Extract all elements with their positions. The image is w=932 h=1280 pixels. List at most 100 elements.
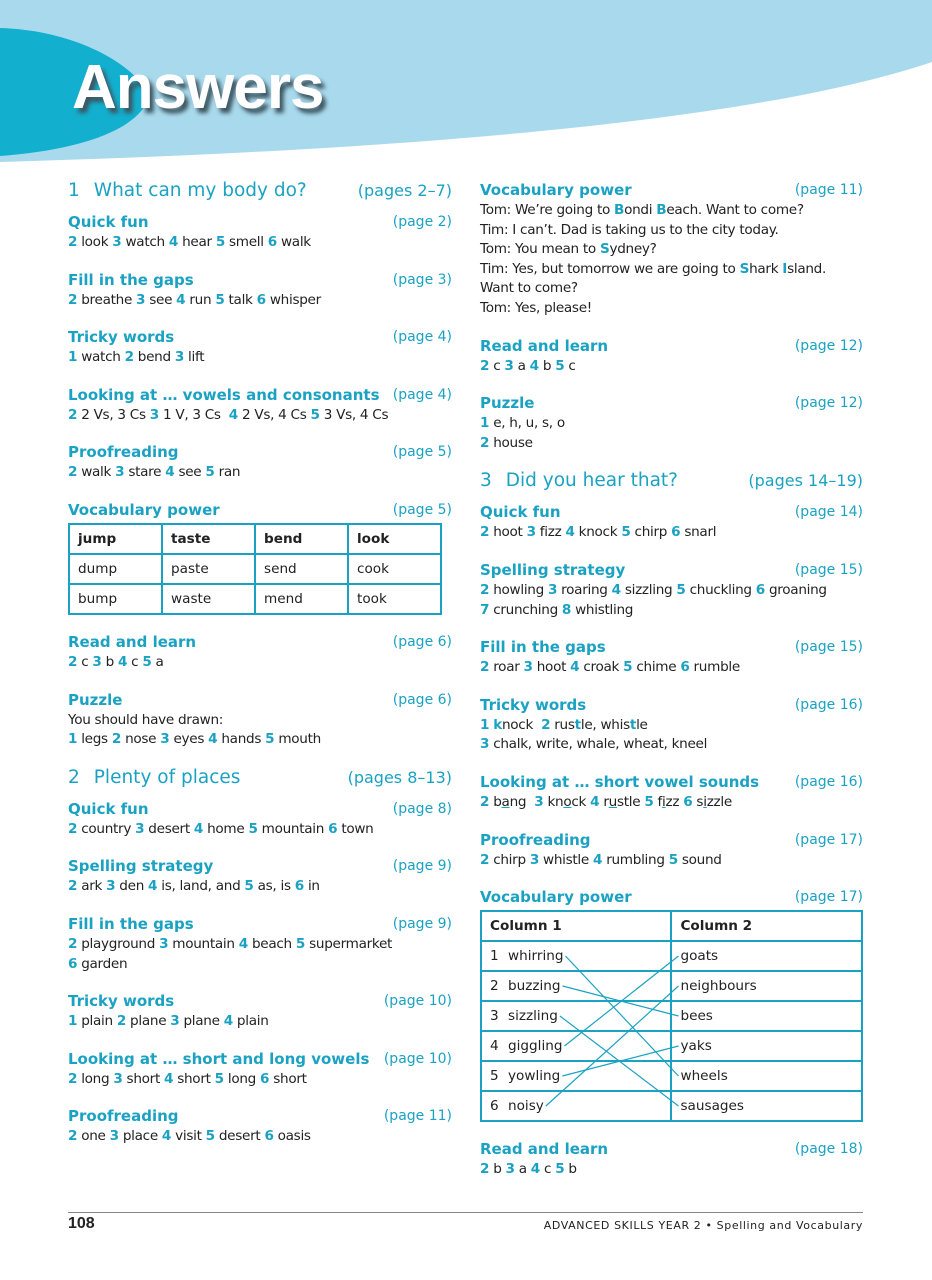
- answer-number: 5: [623, 659, 633, 676]
- table-cell: send: [254, 552, 349, 585]
- answer-text: eyes: [169, 731, 209, 748]
- section-page-ref: (page 5): [392, 444, 452, 461]
- section-heading: Quick fun (page 2): [68, 212, 452, 233]
- section-title: Read and learn: [68, 632, 197, 651]
- table-row: jump taste bend look: [68, 522, 442, 555]
- table-row: dump paste send cook: [68, 552, 442, 585]
- answer-text: 2 Vs, 3 Cs: [77, 406, 150, 423]
- answer-text: f: [653, 793, 663, 810]
- answer-text: Tom: Yes, please!: [480, 299, 592, 316]
- section-heading: Looking at … short vowel sounds (page 16): [480, 772, 863, 793]
- answer-text: bend: [133, 349, 175, 366]
- answer-number: 2: [68, 1128, 78, 1145]
- highlighted-letter: t: [629, 716, 637, 733]
- answer-text: groaning: [764, 581, 827, 598]
- answer-text: rumble: [689, 659, 741, 676]
- answer-line: 2 b 3 a 4 c 5 b: [480, 1160, 863, 1180]
- answer-text: ran: [214, 464, 241, 481]
- section-title: Vocabulary power: [68, 500, 220, 519]
- answer-number: 5: [555, 357, 565, 374]
- section-heading: Spelling strategy (page 15): [480, 560, 863, 581]
- answer-text: b: [538, 357, 556, 374]
- answer-number: 4: [590, 793, 600, 810]
- answer-text: plane: [179, 1013, 224, 1030]
- answer-number: 3: [480, 736, 490, 753]
- answer-text: chuckling: [685, 581, 756, 598]
- answer-number: 5: [215, 291, 225, 308]
- highlighted-letter: B: [614, 202, 625, 218]
- answer-line: 2 country 3 desert 4 home 5 mountain 6 t…: [68, 820, 452, 840]
- answer-text: lift: [184, 349, 205, 366]
- answer-text: visit: [171, 1128, 206, 1145]
- answer-text: supermarket: [305, 935, 393, 952]
- answer-text: chirp: [630, 524, 672, 541]
- section-title: Vocabulary power: [480, 181, 632, 199]
- answer-section: Looking at … short and long vowels (page …: [68, 1049, 452, 1090]
- answer-number: 3: [149, 406, 159, 423]
- section-heading: Fill in the gaps (page 15): [480, 637, 863, 658]
- answer-line: 2 breathe 3 see 4 run 5 talk 6 whisper: [68, 291, 452, 311]
- answer-text: c: [127, 653, 143, 670]
- answer-section: Read and learn (page 12) 2 c 3 a 4 b 5 c: [480, 336, 863, 377]
- item-number: 1: [490, 948, 499, 965]
- answer-line: 1 plain 2 plane 3 plane 4 plain: [68, 1012, 452, 1032]
- column-header: Column 2: [670, 910, 863, 943]
- answer-line: 2 look 3 watch 4 hear 5 smell 6 walk: [68, 233, 452, 253]
- section-page-ref: (page 12): [794, 337, 863, 354]
- answer-text: c: [564, 357, 576, 374]
- answer-number: 4: [238, 935, 248, 952]
- answer-line: 3 chalk, write, whale, wheat, kneel: [480, 735, 863, 755]
- answer-section: Proofreading (page 11) 2 one 3 place 4 vis…: [68, 1106, 452, 1147]
- answer-text: den: [115, 878, 149, 895]
- page-title: Answers: [72, 53, 324, 122]
- answer-text: town: [337, 820, 374, 837]
- section-title: Looking at … short and long vowels: [68, 1049, 370, 1068]
- answer-text: sound: [677, 851, 722, 868]
- answer-text: a: [514, 1161, 531, 1178]
- book-title: ADVANCED SKILLS YEAR 2 • Spelling and Vo…: [543, 1219, 863, 1232]
- answer-number: 5: [265, 731, 275, 748]
- answer-line: You should have drawn:: [68, 711, 452, 731]
- section-page-ref: (page 14): [794, 504, 863, 521]
- table-row: bump waste mend took: [68, 582, 442, 615]
- answer-number: 2: [541, 716, 551, 733]
- answer-text: legs: [77, 731, 112, 748]
- answer-number: 1: [68, 349, 78, 366]
- answer-number: 3: [115, 464, 125, 481]
- section-page-ref: (page 4): [392, 329, 452, 346]
- answer-text: 2 Vs, 4 Cs: [237, 406, 311, 423]
- section-title: Read and learn: [480, 336, 609, 355]
- answer-text: as, is: [253, 878, 295, 895]
- answer-number: 3: [523, 659, 533, 676]
- section-title: Looking at … vowels and consonants: [68, 385, 380, 404]
- answer-text: s: [692, 793, 704, 810]
- answer-number: 3: [135, 820, 145, 837]
- answer-text: ng: [509, 793, 535, 810]
- answer-number: 6: [256, 291, 266, 308]
- answer-section: Fill in the gaps (page 9) 2 playground 3 m…: [68, 914, 452, 974]
- answer-number: 2: [68, 464, 78, 481]
- left-word: noisy: [508, 1098, 544, 1115]
- answer-line: 2 bang 3 knock 4 rustle 5 fizz 6 sizzle: [480, 793, 863, 813]
- answer-number: 3: [529, 851, 539, 868]
- answer-text: b: [564, 1161, 577, 1178]
- answer-text: plain: [77, 1013, 117, 1030]
- answer-number: 2: [480, 357, 490, 374]
- answer-number: 3: [174, 349, 185, 366]
- table-row: 6 noisy sausages: [479, 1090, 863, 1123]
- answer-section: Looking at … short vowel sounds (page 16)…: [480, 772, 863, 813]
- left-cell: 3 sizzling: [479, 1000, 673, 1033]
- answer-number: 3: [505, 1161, 515, 1178]
- answer-line: 1 legs 2 nose 3 eyes 4 hands 5 mouth: [68, 730, 452, 750]
- answer-text: mountain: [257, 820, 329, 837]
- answer-line: 2 walk 3 stare 4 see 5 ran: [68, 463, 452, 483]
- answer-number: 4: [593, 851, 603, 868]
- answer-line: Tom: Yes, please!: [480, 299, 863, 319]
- answer-number: 3: [106, 878, 116, 895]
- answer-number: 5: [205, 1128, 215, 1145]
- answer-text: Tom: We’re going to: [480, 202, 615, 218]
- left-column: 1 What can my body do? (pages 2–7) Quick fu…: [68, 180, 452, 1164]
- table-row: 1 whirring goats: [479, 940, 863, 973]
- answer-number: 5: [555, 1161, 565, 1178]
